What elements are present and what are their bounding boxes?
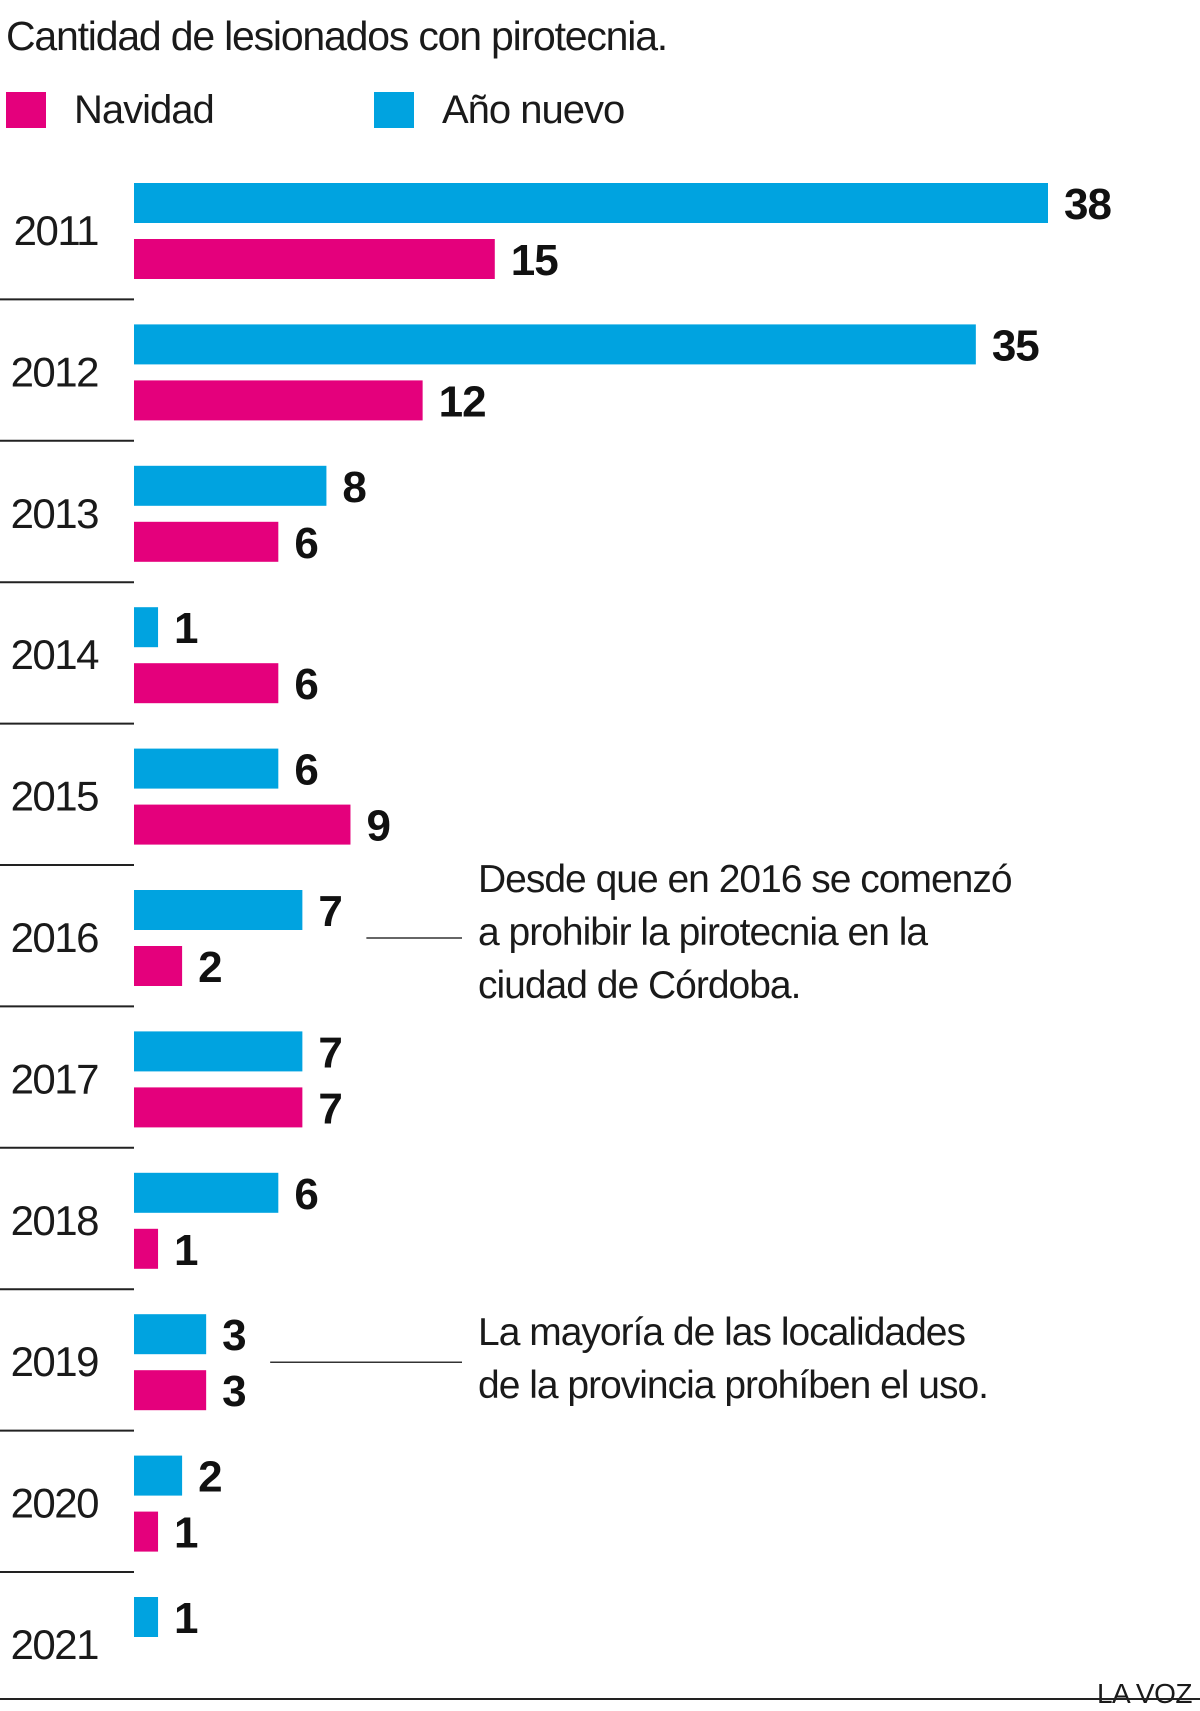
category-label-2013: 2013: [11, 490, 99, 537]
value-label-navidad-2015: 9: [366, 802, 389, 851]
source-credit: LA VOZ: [1096, 1678, 1193, 1709]
value-label-ano-nuevo-2013: 8: [342, 463, 366, 512]
legend-item-navidad: Navidad: [6, 84, 215, 136]
bar-navidad-2020: [134, 1511, 159, 1552]
category-label-2017: 2017: [11, 1055, 99, 1102]
category-label-2011: 2011: [14, 207, 98, 254]
bar-ano-nuevo-2014: [134, 607, 159, 648]
category-label-2016: 2016: [11, 914, 99, 961]
legend-label-ano-nuevo: Año nuevo: [442, 87, 625, 132]
bar-ano-nuevo-2017: [134, 1031, 303, 1072]
value-label-ano-nuevo-2016: 7: [318, 887, 341, 936]
value-label-navidad-2011: 15: [511, 236, 558, 285]
value-label-navidad-2016: 2: [198, 943, 221, 992]
value-label-ano-nuevo-2018: 6: [294, 1170, 317, 1219]
value-label-navidad-2014: 6: [294, 660, 317, 709]
bar-navidad-2011: [134, 239, 495, 279]
category-label-2021: 2021: [11, 1621, 99, 1668]
bar-navidad-2017: [134, 1087, 303, 1128]
value-label-navidad-2018: 1: [174, 1226, 198, 1275]
bar-navidad-2019: [134, 1370, 207, 1411]
legend-swatch-navidad: [6, 92, 46, 128]
bar-navidad-2013: [134, 521, 279, 562]
legend-swatch-ano-nuevo: [374, 92, 414, 128]
bar-navidad-2016: [134, 946, 183, 986]
value-label-navidad-2020: 1: [174, 1509, 198, 1558]
bar-ano-nuevo-2015: [134, 748, 279, 789]
value-label-ano-nuevo-2015: 6: [294, 746, 317, 795]
bottom-rule: [0, 1698, 1200, 1700]
bar-ano-nuevo-2019: [134, 1314, 207, 1355]
category-label-2019: 2019: [11, 1338, 99, 1385]
value-label-navidad-2017: 7: [318, 1084, 341, 1133]
annotation-2019: La mayoría de las localidades de la prov…: [478, 1311, 989, 1407]
value-label-navidad-2019: 3: [222, 1367, 245, 1416]
value-label-ano-nuevo-2017: 7: [318, 1028, 341, 1077]
value-label-ano-nuevo-2011: 38: [1064, 180, 1111, 229]
bar-ano-nuevo-2021: [134, 1597, 159, 1637]
value-label-ano-nuevo-2019: 3: [222, 1311, 245, 1360]
bar-ano-nuevo-2018: [134, 1172, 279, 1213]
category-label-2014: 2014: [11, 631, 100, 678]
bar-ano-nuevo-2012: [134, 324, 976, 365]
annotation-2016: Desde que en 2016 se comenzó a prohibir …: [478, 858, 1013, 1007]
value-label-navidad-2013: 6: [294, 519, 317, 568]
value-label-ano-nuevo-2012: 35: [992, 321, 1039, 370]
legend-label-navidad: Navidad: [74, 87, 215, 132]
value-label-ano-nuevo-2014: 1: [174, 604, 198, 653]
bar-ano-nuevo-2016: [134, 890, 303, 930]
bar-ano-nuevo-2013: [134, 465, 327, 506]
value-label-ano-nuevo-2021: 1: [174, 1594, 198, 1643]
value-label-navidad-2012: 12: [439, 377, 486, 426]
value-label-ano-nuevo-2020: 2: [198, 1453, 221, 1502]
bar-ano-nuevo-2011: [134, 183, 1048, 223]
category-label-2015: 2015: [11, 773, 99, 820]
bar-navidad-2018: [134, 1228, 159, 1269]
bar-navidad-2012: [134, 380, 423, 421]
chart-title: Cantidad de lesionados con pirotecnia.: [6, 13, 668, 59]
bar-navidad-2015: [134, 804, 351, 845]
legend-item-ano-nuevo: Año nuevo: [374, 84, 625, 136]
category-label-2018: 2018: [11, 1197, 99, 1244]
category-label-2012: 2012: [11, 348, 99, 395]
bar-ano-nuevo-2020: [134, 1455, 183, 1496]
category-label-2020: 2020: [11, 1480, 99, 1527]
bar-navidad-2014: [134, 663, 279, 704]
